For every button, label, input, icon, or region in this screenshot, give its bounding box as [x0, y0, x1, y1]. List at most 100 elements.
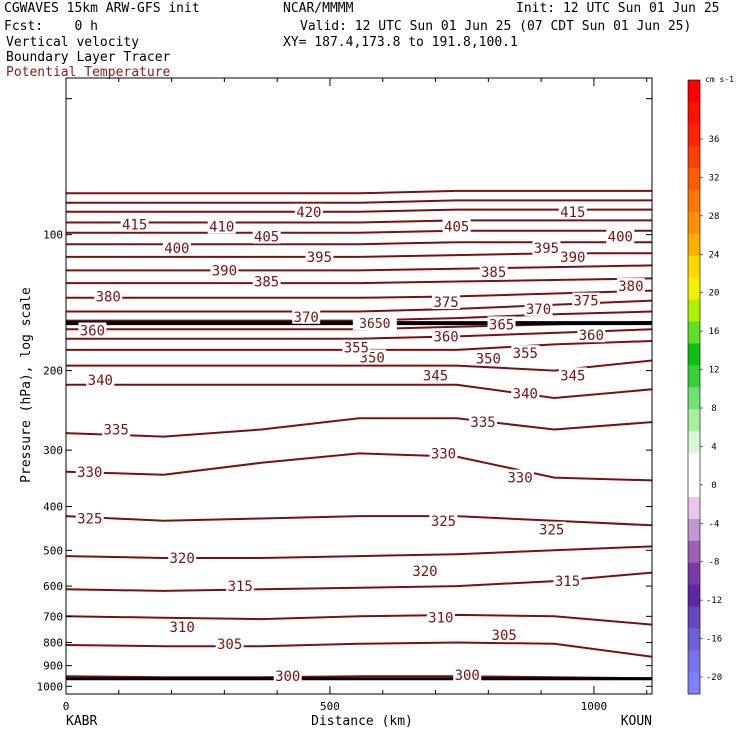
contour-label-bg — [572, 292, 601, 308]
contour-label-380: 380 — [96, 289, 121, 305]
contour-label-365: 365 — [489, 317, 514, 333]
colorbar-swatch — [688, 650, 700, 673]
contour-label-325: 325 — [431, 514, 456, 530]
model-title: CGWAVES 15km ARW-GFS init — [4, 1, 200, 16]
colorbar-level-label: 0 — [711, 481, 716, 491]
contour-label-340: 340 — [513, 387, 538, 403]
field-potential-temperature: Potential Temperature — [6, 65, 171, 80]
contour-label-bg — [429, 445, 458, 461]
contour-label-320: 320 — [169, 551, 194, 567]
contour-label-bg — [577, 327, 606, 343]
contour-label-390: 390 — [560, 250, 585, 266]
cross-section-xy: XY= 187.4,173.8 to 191.8,100.1 — [283, 35, 518, 50]
theta-contour-410 — [66, 208, 652, 213]
y-axis-label: Pressure (hPa), log scale — [19, 287, 34, 483]
y-tick-label: 700 — [43, 610, 63, 623]
contour-label-375: 375 — [573, 294, 598, 310]
theta-contour-405 — [66, 219, 652, 224]
colorbar-level-label: 24 — [709, 250, 720, 260]
contour-label-bg — [294, 203, 323, 219]
contour-label-bg — [553, 573, 582, 589]
theta-contour-305 — [65, 641, 653, 658]
contour-labels: 300 300 305 305 310 310 315 315 320 320 325 325 325 3… — [75, 203, 645, 685]
field-vertical-velocity: Vertical velocity — [6, 35, 140, 50]
contour-label-305: 305 — [217, 637, 242, 653]
contour-label-355: 355 — [513, 346, 538, 362]
field-boundary-layer-tracer: Boundary Layer Tracer — [6, 50, 171, 65]
contour-label-bg — [162, 239, 191, 255]
contour-label-bg — [442, 218, 471, 234]
colorbar-swatch — [688, 365, 700, 388]
x-axis-ticks: 0 500 1000 — [63, 78, 648, 713]
colorbar-swatch — [688, 101, 700, 125]
theta-contour-380 — [66, 277, 653, 285]
contour-label-bg — [421, 367, 450, 383]
contour-label-bg — [453, 667, 482, 683]
theta-contour-370 — [66, 299, 653, 313]
colorbar-swatch — [688, 189, 700, 212]
contour-label-bg — [215, 635, 244, 651]
theta-contour-330 — [65, 452, 653, 482]
colorbar-level-label: -12 — [706, 596, 722, 606]
contour-label-bg — [102, 421, 131, 437]
contour-label-bg — [429, 512, 458, 528]
contour-label-330: 330 — [431, 446, 456, 462]
contour-label-340: 340 — [88, 373, 113, 389]
contour-label-330: 330 — [507, 471, 532, 487]
colorbar-swatch — [688, 233, 700, 256]
contour-label-335: 335 — [470, 415, 495, 431]
x-axis-label: Distance (km) — [311, 714, 413, 729]
contour-label-400: 400 — [164, 241, 189, 257]
contour-label-320: 320 — [412, 564, 437, 580]
contour-label-bg — [506, 469, 535, 485]
forecast-hour: Fcst: 0 h — [4, 19, 98, 34]
contour-label-415: 415 — [560, 205, 585, 221]
theta-contour-340 — [66, 383, 653, 400]
contour-label-bg — [558, 367, 587, 383]
contour-label-345: 345 — [423, 368, 448, 384]
contour-label-bg — [606, 228, 635, 244]
contour-label-bg — [292, 308, 321, 324]
contour-label-405: 405 — [444, 220, 469, 236]
x-tick-label: 1000 — [581, 700, 608, 713]
contour-label-325: 325 — [539, 523, 564, 539]
contour-label-300: 300 — [455, 668, 480, 684]
colorbar-swatch — [688, 474, 700, 497]
colorbar-level-label: -4 — [709, 519, 720, 529]
colorbar-swatch — [688, 145, 700, 169]
colorbar-level-label: 36 — [709, 135, 720, 145]
contour-label-415: 415 — [122, 218, 147, 234]
colorbar-level-label: 28 — [709, 212, 720, 222]
contour-label-350: 350 — [476, 351, 501, 367]
y-tick-label: 1000 — [37, 680, 64, 693]
colorbar-level-label: -8 — [709, 558, 720, 568]
contour-label-315: 315 — [228, 579, 253, 595]
contour-label-bg — [537, 521, 566, 537]
contour-label-bg — [342, 339, 371, 355]
contour-label-360: 360 — [579, 328, 604, 344]
contour-label-390: 390 — [212, 263, 237, 279]
contour-label-bg — [558, 203, 587, 219]
y-tick-label: 100 — [43, 229, 63, 242]
contour-label-330: 330 — [77, 465, 102, 481]
colorbar-level-label: 8 — [711, 404, 716, 414]
contour-label-bg — [469, 414, 498, 430]
contour-label-bg — [490, 627, 519, 643]
y-tick-label: 800 — [43, 637, 63, 650]
contour-label-bg — [432, 294, 461, 310]
colorbar-level-label: 16 — [709, 327, 720, 337]
colorbar-swatch — [688, 496, 700, 519]
y-tick-label: 200 — [43, 365, 63, 378]
theta-contour-385 — [66, 264, 653, 272]
theta-contour-345 — [66, 359, 653, 372]
colorbar-swatch — [688, 211, 700, 234]
contour-label-335: 335 — [104, 422, 129, 438]
x-tick-label: 500 — [320, 700, 340, 713]
colorbar-swatch — [688, 277, 700, 300]
right-endpoint-label: KOUN — [621, 714, 652, 729]
contour-label-bg — [524, 300, 553, 316]
contour-label-bg — [426, 609, 455, 625]
theta-contour-310 — [65, 613, 653, 626]
theta-contour-355 — [66, 328, 653, 340]
